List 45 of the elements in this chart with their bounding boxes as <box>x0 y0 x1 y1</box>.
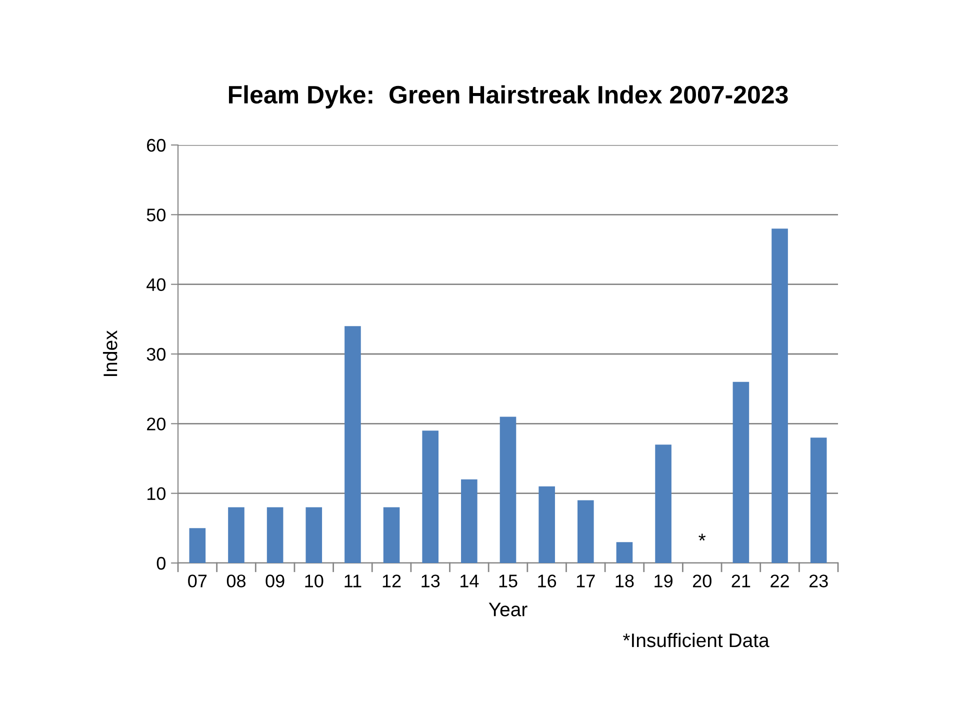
chart-title: Fleam Dyke: Green Hairstreak Index 2007-2023 <box>228 85 788 109</box>
x-tick-label: 08 <box>226 574 246 588</box>
bar <box>306 507 322 563</box>
annotation: * <box>698 534 706 541</box>
x-tick-label: 17 <box>576 574 595 588</box>
bar <box>189 528 206 563</box>
y-axis-title: Index <box>102 330 118 376</box>
y-tick-label: 10 <box>147 487 166 500</box>
bar <box>616 542 633 563</box>
bar <box>344 326 361 563</box>
x-tick-label: 23 <box>809 574 828 588</box>
x-tick-label: 13 <box>422 574 440 588</box>
x-tick-label: 19 <box>654 574 672 588</box>
x-tick-label: 14 <box>460 574 479 588</box>
bar <box>266 507 284 563</box>
x-tick-label: 22 <box>770 574 789 588</box>
bar <box>422 430 439 563</box>
bar <box>461 479 478 563</box>
x-tick-label: 18 <box>616 574 634 588</box>
y-tick-label: 20 <box>147 418 166 430</box>
x-tick-label: 15 <box>499 574 518 588</box>
text: *Insufficient Data <box>622 632 770 648</box>
bar <box>655 444 672 563</box>
x-tick-label: 07 <box>188 574 207 588</box>
y-tick-label: 60 <box>147 138 166 152</box>
y-tick-label: 50 <box>146 208 166 222</box>
y-tick-label: 30 <box>146 348 166 361</box>
bar <box>732 382 750 563</box>
x-tick-label: 20 <box>692 574 712 588</box>
bar <box>772 228 788 563</box>
x-tick-label: 10 <box>305 574 324 588</box>
x-axis-title: Year <box>488 602 528 616</box>
bar <box>577 500 594 563</box>
bar <box>538 486 555 563</box>
y-tick-label: 0 <box>156 556 166 570</box>
bar <box>383 507 400 563</box>
y-tick-label: 40 <box>146 278 166 292</box>
x-tick-label: 11 <box>344 574 362 588</box>
bar <box>228 507 244 563</box>
x-tick-label: 16 <box>538 574 556 588</box>
x-tick-label: 21 <box>732 574 750 588</box>
x-tick-label: 12 <box>382 574 401 588</box>
x-tick-label: 09 <box>266 574 284 588</box>
bar <box>500 416 516 563</box>
bar <box>810 438 827 563</box>
